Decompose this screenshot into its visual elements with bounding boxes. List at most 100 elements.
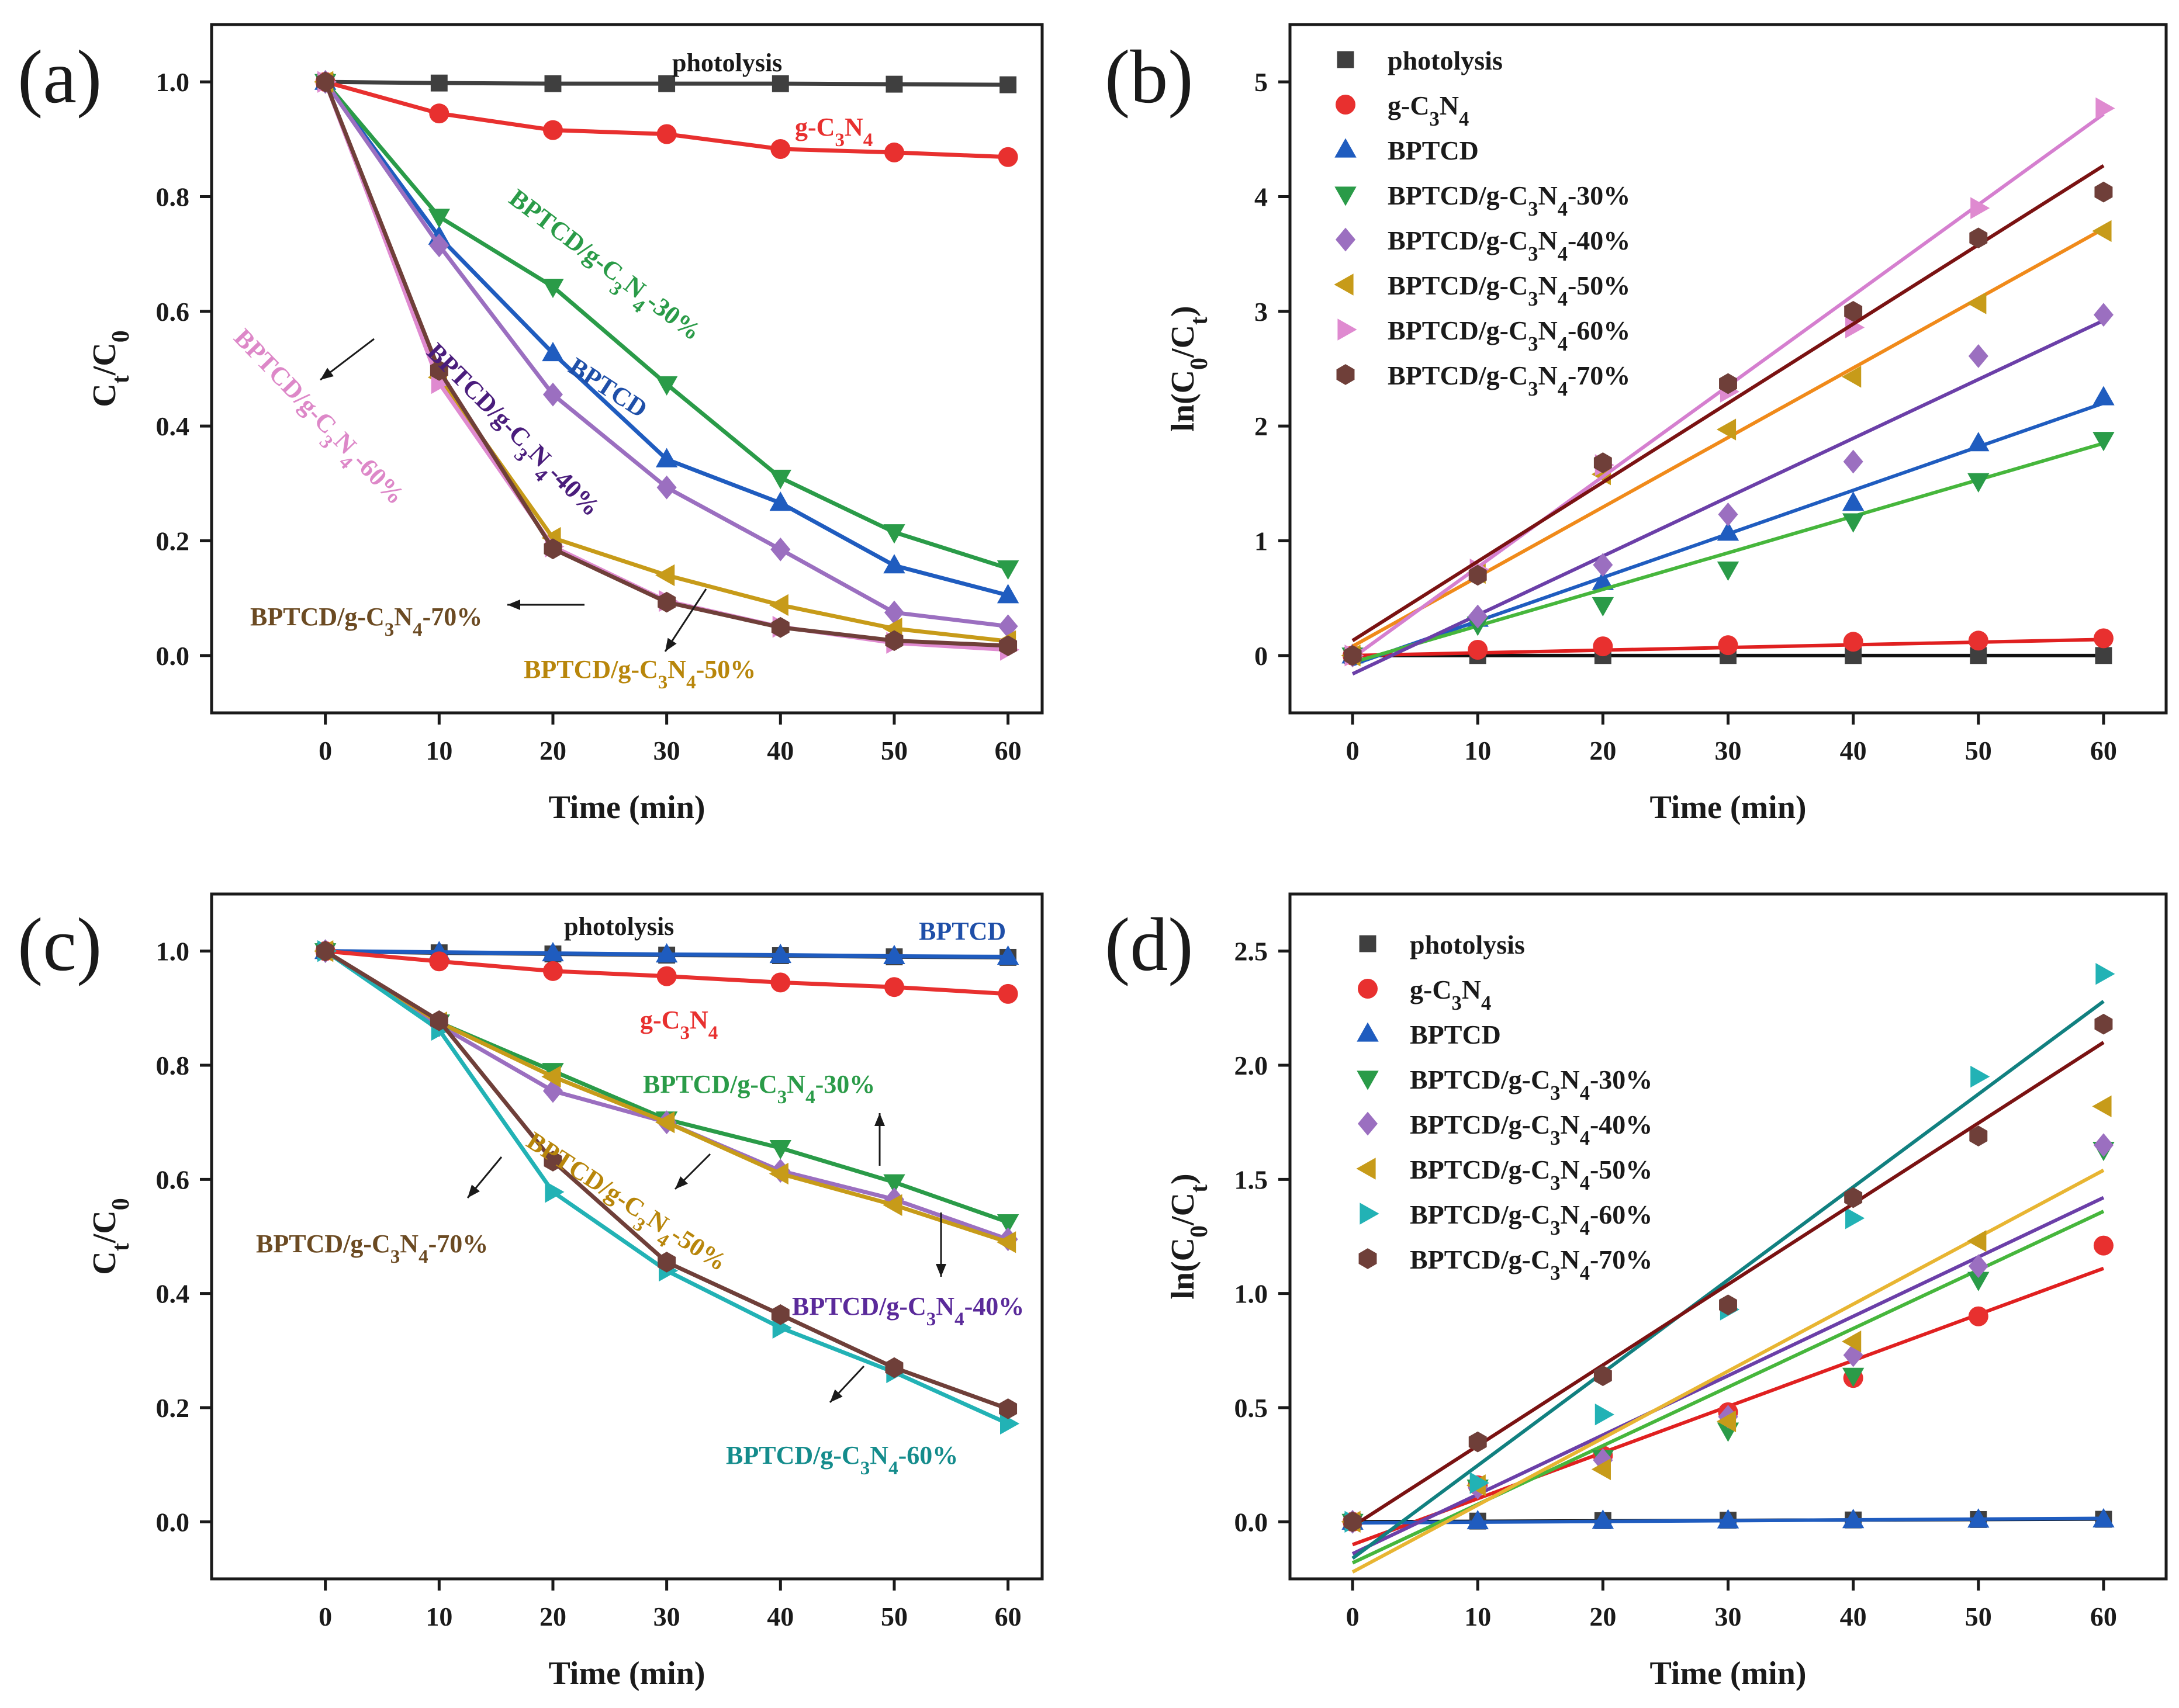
data-point-gC3N4 (1968, 1306, 1988, 1326)
data-point-gC3N4 (884, 142, 904, 162)
legend-label-BPTCD: BPTCD (1410, 1020, 1501, 1049)
legend-label-p40: BPTCD/g-C3N4-40% (1388, 226, 1630, 265)
legend-marker-p50 (1334, 273, 1354, 296)
x-tick-label: 60 (2090, 1602, 2117, 1631)
x-tick-label: 0 (319, 1602, 332, 1631)
arrow-p70-c-head (468, 1184, 480, 1198)
y-tick-label: 2 (1254, 411, 1268, 441)
data-point-BPTCD (883, 554, 905, 574)
arrow-p60-a-head (320, 368, 334, 380)
legend-label-p70: BPTCD/g-C3N4-70% (1410, 1245, 1652, 1284)
annot-bptcd-c: BPTCD (919, 917, 1006, 945)
series-p70-b (1343, 164, 2113, 666)
data-point-BPTCD (769, 491, 791, 511)
data-point-p70 (316, 71, 335, 93)
y-tick-label: 1.0 (156, 937, 190, 966)
data-point-p50 (1842, 366, 1862, 388)
y-tick-label: 1.0 (1234, 1279, 1268, 1309)
data-point-p50 (2092, 1095, 2112, 1118)
data-point-p60 (1469, 1472, 1489, 1494)
annot-p70-a: BPTCD/g-C3N4-70% (250, 602, 482, 640)
data-point-p40 (1843, 449, 1863, 474)
legend-marker-p50 (1356, 1158, 1376, 1180)
data-point-BPTCD (542, 942, 564, 962)
x-tick-label: 0 (1346, 1602, 1360, 1631)
data-point-p70 (885, 1357, 904, 1378)
data-point-photolysis (886, 75, 903, 93)
data-point-p30 (1967, 1272, 1990, 1291)
data-point-gC3N4 (2093, 628, 2114, 649)
data-point-p50 (769, 594, 788, 616)
data-point-p50 (541, 1065, 561, 1088)
data-point-p30 (883, 524, 905, 544)
data-point-BPTCD (1717, 521, 1739, 541)
data-point-p40 (1593, 1448, 1613, 1473)
y-tick-label: 0.6 (156, 1165, 190, 1194)
data-point-gC3N4 (656, 124, 677, 144)
data-point-BPTCD (655, 943, 678, 963)
annot-p60-c: BPTCD/g-C3N4-60% (726, 1441, 958, 1479)
data-point-gC3N4 (1468, 640, 1488, 660)
legend-label-p50: BPTCD/g-C3N4-50% (1410, 1155, 1652, 1194)
data-point-p60 (1970, 1065, 1990, 1088)
data-point-p70 (658, 591, 676, 613)
annot-photolysis-a: photolysis (672, 48, 782, 77)
legend-marker-photolysis (1337, 51, 1354, 68)
y-axis-title-b: ln(C0/Ct) (1165, 306, 1213, 431)
data-point-photolysis (544, 75, 562, 92)
data-point-p40 (429, 233, 449, 258)
data-point-BPTCD (1967, 432, 1990, 452)
y-tick-label: 1 (1254, 526, 1268, 556)
data-point-p40 (2093, 303, 2114, 327)
data-point-p70 (771, 1304, 790, 1325)
data-point-BPTCD (1466, 1510, 1489, 1530)
legend-label-p40: BPTCD/g-C3N4-40% (1410, 1110, 1652, 1149)
y-tick-label: 1.0 (156, 67, 190, 97)
data-point-BPTCD (542, 341, 564, 362)
y-tick-label: 2.0 (1234, 1051, 1268, 1080)
data-point-BPTCD (1842, 491, 1865, 511)
data-point-p30 (1717, 561, 1739, 581)
data-point-gC3N4 (542, 120, 563, 140)
series-gC3N4-b (1343, 628, 2114, 666)
data-point-p50 (655, 564, 675, 587)
x-tick-label: 10 (1464, 736, 1491, 765)
series-p70-c (316, 940, 1018, 1419)
annot-p70-c: BPTCD/g-C3N4-70% (256, 1229, 488, 1267)
data-point-p70 (1468, 564, 1487, 586)
data-point-p40 (656, 475, 677, 500)
y-axis-title-c: Ct/C0 (87, 1198, 134, 1274)
data-point-p40 (1968, 344, 1988, 368)
arrow-p40-c-head (936, 1264, 946, 1277)
plot-frame-c (210, 892, 1044, 1581)
legend-label-photolysis: photolysis (1410, 930, 1525, 959)
annot-p30-c: BPTCD/g-C3N4-30% (643, 1070, 875, 1108)
plot-frame-a (210, 23, 1044, 715)
series-p70-a (316, 71, 1018, 656)
data-point-p30 (1592, 597, 1614, 616)
data-point-BPTCD (769, 943, 791, 964)
data-point-p30 (997, 1214, 1019, 1234)
panel-a: (a) 0 10 20 30 40 50 60 0.0 0.2 0.4 0.6 0.8 1.0 Time (… (18, 23, 1044, 826)
panel-label-b: (b) (1105, 35, 1194, 119)
data-point-gC3N4 (770, 972, 791, 993)
x-tick-label: 50 (881, 1602, 908, 1631)
y-tick-label: 0.8 (156, 1051, 190, 1080)
annot-p40-c: BPTCD/g-C3N4-40% (792, 1292, 1024, 1330)
legend-marker-gC3N4 (1358, 979, 1378, 999)
data-point-p40 (1968, 1254, 1988, 1279)
panel-d: (d) 0 10 20 30 40 50 60 0.0 0.5 1.0 1.5 2.0 2.5 Time (… (1105, 892, 2168, 1692)
data-point-p50 (1591, 1458, 1611, 1481)
data-point-photolysis (999, 76, 1017, 93)
y-tick-label: 5 (1254, 67, 1268, 97)
panel-b: (b) 0 10 20 30 40 50 60 0 1 2 3 4 5 Time (min) ln(C0/Ct… (1105, 23, 2168, 826)
data-point-p50 (1716, 418, 1737, 441)
data-point-p50 (883, 1194, 902, 1216)
data-point-BPTCD (883, 944, 905, 965)
y-tick-label: 1.5 (1234, 1165, 1268, 1194)
arrow-p50-a (664, 588, 707, 652)
data-point-p70 (1593, 1365, 1612, 1387)
arrow-p50-a-head (665, 638, 677, 652)
